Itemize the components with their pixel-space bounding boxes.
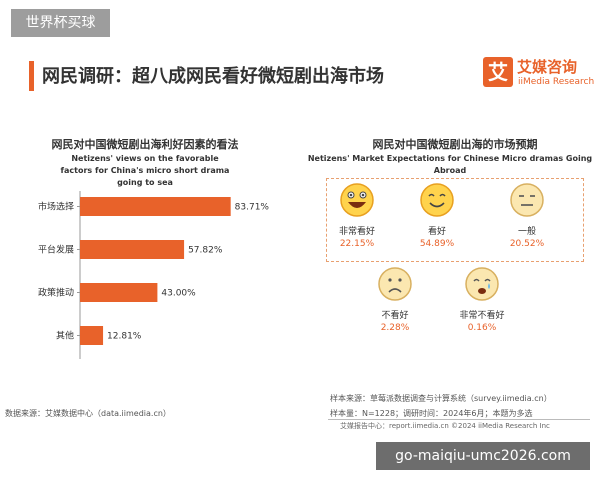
sample-source-note: 样本来源：草莓派数据调查与计算系统（survey.iimedia.cn） [330,394,552,403]
sample-size-note: 样本量：N=1228；调研时间：2024年6月；本题为多选 [330,409,533,418]
face-label: 不看好 [381,311,409,321]
face-label: 一般 [517,227,536,237]
bar-chart-subtitle: Netizens' views on the favorable factors… [60,154,230,187]
footer-divider [328,419,590,420]
face-item-negative: 不看好 2.28% [360,266,430,333]
bar-mark [80,326,104,345]
face-chart-subtitle: Netizens' Market Expectations for Chines… [307,154,593,175]
data-source-note: 数据来源：艾媒数据中心（data.iimedia.cn） [5,409,171,418]
bar-value-label: 43.00% [161,289,196,299]
smile-face-icon [420,183,454,217]
face-value: 2.28% [380,323,410,333]
title-accent-bar [29,61,34,91]
bar-value-label: 83.71% [235,203,270,213]
face-item-very-positive: 非常看好 22.15% [322,182,392,249]
big-smile-face-icon [340,183,374,217]
bar-mark [80,197,231,216]
face-highlight-box [326,178,584,262]
face-label: 看好 [427,227,446,237]
page-title: 网民调研：超八成网民看好微短剧出海市场 [42,66,384,87]
bar-category-label: 市场选择 [38,201,74,213]
bar-category-label: 平台发展 [38,244,74,256]
face-label: 非常看好 [338,227,375,237]
face-item-neutral: 一般 20.52% [492,182,562,249]
bar-category-label: 其他 [56,330,74,342]
bar-value-label: 57.82% [188,246,223,256]
bar-mark [80,240,185,259]
bar-value-label: 12.81% [107,332,142,342]
bar-category-label: 政策推动 [38,287,74,299]
neutral-face-icon [510,183,544,217]
logo-name-en: iiMedia Research [518,77,595,87]
watermark-label: go-maiqiu-umc2026.com [376,442,590,470]
face-value: 20.52% [509,239,545,249]
sad-face-icon [378,267,412,301]
iimedia-logo-icon: 艾 [483,57,513,87]
face-item-very-negative: 非常不看好 0.16% [447,266,517,333]
face-value: 22.15% [339,239,375,249]
face-value: 0.16% [467,323,497,333]
bar-chart-title: 网民对中国微短剧出海利好因素的看法 [51,138,239,151]
face-value: 54.89% [419,239,455,249]
face-chart-title: 网民对中国微短剧出海的市场预期 [372,138,538,151]
face-item-positive: 看好 54.89% [402,182,472,249]
bar-mark [80,283,158,302]
report-center-note: 艾媒报告中心：report.iimedia.cn ©2024 iiMedia R… [340,422,550,430]
top-tag: 世界杯买球 [11,9,110,37]
logo-name-cn: 艾媒咨询 [517,58,578,76]
crying-face-icon [465,267,499,301]
face-label: 非常不看好 [459,311,505,321]
